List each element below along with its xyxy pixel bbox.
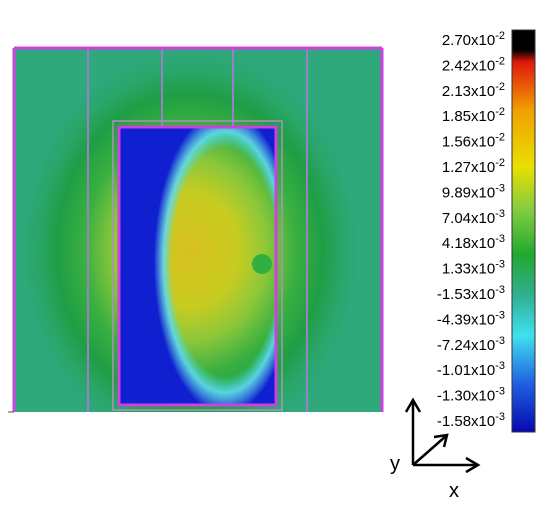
colorbar-label: 1.27x10-2: [442, 157, 505, 176]
colorbar-label: 4.18x10-3: [442, 233, 505, 252]
colorbar-label: 1.85x10-2: [442, 106, 505, 125]
label-exponent: -2: [495, 81, 505, 93]
label-base: -1.58x10: [437, 413, 495, 430]
mesh-lines: [8, 46, 384, 413]
label-base: 1.85x10: [442, 108, 495, 125]
field-plot: [14, 48, 382, 412]
colorbar-label: -1.30x10-3: [437, 386, 505, 405]
colorbar-label: 7.04x10-3: [442, 208, 505, 227]
label-exponent: -3: [495, 182, 505, 194]
y-axis-label: y: [390, 453, 400, 475]
label-base: -7.24x10: [437, 337, 495, 354]
label-base: -1.53x10: [437, 286, 495, 303]
label-exponent: -2: [495, 30, 505, 42]
colorbar-label: 1.56x10-2: [442, 132, 505, 151]
colorbar-label: 9.89x10-3: [442, 182, 505, 201]
colorbar-label: -4.39x10-3: [437, 309, 505, 328]
label-exponent: -3: [495, 386, 505, 398]
colorbar-label: -7.24x10-3: [437, 335, 505, 354]
label-exponent: -3: [495, 284, 505, 296]
label-base: 1.33x10: [442, 261, 495, 278]
label-exponent: -3: [495, 233, 505, 245]
label-base: 2.42x10: [442, 57, 495, 74]
colorbar-label: 2.13x10-2: [442, 81, 505, 100]
label-base: -1.01x10: [437, 362, 495, 379]
colorbar-label: -1.01x10-3: [437, 360, 505, 379]
colorbar-label: 2.42x10-2: [442, 55, 505, 74]
label-exponent: -2: [495, 55, 505, 67]
colorbar-label: -1.53x10-3: [437, 284, 505, 303]
label-base: 4.18x10: [442, 235, 495, 252]
label-base: 1.56x10: [442, 134, 495, 151]
colorbar: [511, 29, 536, 433]
x-axis-label: x: [449, 480, 459, 502]
label-exponent: -2: [495, 157, 505, 169]
label-base: 9.89x10: [442, 184, 495, 201]
colorbar-label: 1.33x10-3: [442, 259, 505, 278]
label-base: -1.30x10: [437, 388, 495, 405]
label-exponent: -3: [495, 208, 505, 220]
label-exponent: -3: [495, 360, 505, 372]
label-exponent: -3: [495, 335, 505, 347]
label-exponent: -3: [495, 309, 505, 321]
colorbar-label: 2.70x10-2: [442, 30, 505, 49]
label-base: -4.39x10: [437, 311, 495, 328]
label-base: 2.70x10: [442, 32, 495, 49]
label-base: 7.04x10: [442, 210, 495, 227]
colorbar-labels: 2.70x10-22.42x10-22.13x10-21.85x10-21.56…: [437, 30, 505, 430]
colorbar-label: -1.58x10-3: [437, 411, 505, 430]
label-base: 1.27x10: [442, 159, 495, 176]
label-exponent: -2: [495, 132, 505, 144]
label-exponent: -3: [495, 411, 505, 423]
label-base: 2.13x10: [442, 83, 495, 100]
label-exponent: -2: [495, 106, 505, 118]
axis-triad: [404, 397, 481, 474]
label-exponent: -3: [495, 259, 505, 271]
